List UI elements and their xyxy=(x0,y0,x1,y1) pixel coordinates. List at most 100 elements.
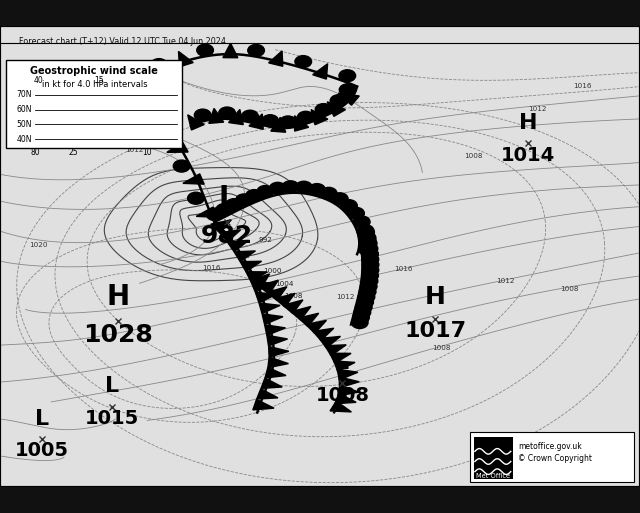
Text: 40N: 40N xyxy=(17,135,32,144)
Text: L: L xyxy=(335,353,349,373)
Circle shape xyxy=(362,248,378,260)
Polygon shape xyxy=(337,369,358,380)
Circle shape xyxy=(219,107,236,119)
Circle shape xyxy=(354,306,371,319)
Text: 996: 996 xyxy=(236,253,250,260)
Polygon shape xyxy=(227,241,248,252)
Text: 1015: 1015 xyxy=(85,409,139,428)
Circle shape xyxy=(358,226,374,239)
Polygon shape xyxy=(246,272,268,282)
Polygon shape xyxy=(335,393,356,404)
Circle shape xyxy=(362,270,378,282)
Polygon shape xyxy=(223,43,238,58)
Polygon shape xyxy=(269,346,289,357)
Text: 50N: 50N xyxy=(17,120,32,129)
Polygon shape xyxy=(179,51,193,67)
Polygon shape xyxy=(330,353,351,363)
Polygon shape xyxy=(234,251,255,262)
Circle shape xyxy=(207,208,223,221)
Circle shape xyxy=(188,192,204,204)
Circle shape xyxy=(226,199,243,211)
Text: Geostrophic wind scale: Geostrophic wind scale xyxy=(31,66,158,76)
Circle shape xyxy=(296,181,312,193)
Circle shape xyxy=(360,238,377,249)
Polygon shape xyxy=(167,142,188,152)
Text: 80: 80 xyxy=(30,148,40,156)
Polygon shape xyxy=(240,261,262,272)
Bar xyxy=(470,432,634,482)
Text: 1016: 1016 xyxy=(202,265,220,271)
Polygon shape xyxy=(262,314,283,324)
Circle shape xyxy=(298,111,314,123)
Circle shape xyxy=(340,200,357,212)
Circle shape xyxy=(362,253,379,265)
Text: 1008: 1008 xyxy=(316,386,369,405)
Text: 60N: 60N xyxy=(17,105,32,114)
Circle shape xyxy=(321,187,337,200)
Polygon shape xyxy=(196,207,218,218)
Circle shape xyxy=(141,96,157,108)
Text: 1016: 1016 xyxy=(394,266,412,272)
Text: 1008: 1008 xyxy=(561,286,579,292)
Circle shape xyxy=(173,160,190,172)
Circle shape xyxy=(353,311,369,324)
Polygon shape xyxy=(209,108,224,123)
Circle shape xyxy=(246,190,262,202)
Polygon shape xyxy=(267,335,287,346)
Text: in kt for 4.0 hPa intervals: in kt for 4.0 hPa intervals xyxy=(42,80,147,89)
Polygon shape xyxy=(283,300,303,313)
Polygon shape xyxy=(294,116,308,131)
Polygon shape xyxy=(255,292,276,303)
Polygon shape xyxy=(269,51,283,66)
Text: 40: 40 xyxy=(33,76,44,85)
Circle shape xyxy=(358,291,375,303)
Polygon shape xyxy=(135,78,156,89)
Circle shape xyxy=(357,225,374,237)
Polygon shape xyxy=(268,357,289,368)
Text: 1012: 1012 xyxy=(125,147,143,153)
Circle shape xyxy=(353,216,370,228)
Polygon shape xyxy=(291,306,311,320)
Polygon shape xyxy=(339,377,359,388)
Circle shape xyxy=(156,127,173,140)
Text: 1012: 1012 xyxy=(529,106,547,112)
Polygon shape xyxy=(259,280,278,294)
Circle shape xyxy=(282,181,299,193)
Circle shape xyxy=(348,207,364,220)
Circle shape xyxy=(269,182,286,194)
Text: L: L xyxy=(105,377,119,397)
Polygon shape xyxy=(330,401,351,412)
Text: 1012: 1012 xyxy=(497,278,515,284)
Polygon shape xyxy=(306,321,326,333)
Circle shape xyxy=(358,244,375,255)
Circle shape xyxy=(360,281,377,292)
Text: 70N: 70N xyxy=(17,90,32,100)
Circle shape xyxy=(332,193,348,205)
Polygon shape xyxy=(188,115,204,130)
Text: 15: 15 xyxy=(94,76,104,85)
Polygon shape xyxy=(339,93,359,105)
Polygon shape xyxy=(220,230,241,242)
Polygon shape xyxy=(259,303,280,313)
Text: 992: 992 xyxy=(259,238,273,243)
Text: 1005: 1005 xyxy=(15,441,68,460)
Text: 1016: 1016 xyxy=(573,83,591,89)
Polygon shape xyxy=(152,109,173,120)
Bar xyxy=(474,437,513,479)
Text: H: H xyxy=(107,283,130,311)
Circle shape xyxy=(262,115,278,127)
Polygon shape xyxy=(334,361,355,371)
Circle shape xyxy=(195,109,211,121)
Circle shape xyxy=(351,317,368,328)
Circle shape xyxy=(316,104,332,115)
Text: 1008: 1008 xyxy=(433,345,451,351)
Circle shape xyxy=(362,259,379,271)
Circle shape xyxy=(216,204,232,215)
Polygon shape xyxy=(311,110,328,125)
Polygon shape xyxy=(257,389,278,399)
Polygon shape xyxy=(249,114,263,129)
Circle shape xyxy=(339,70,356,82)
Circle shape xyxy=(362,264,379,276)
Text: © Crown Copyright: © Crown Copyright xyxy=(518,454,593,463)
Bar xyxy=(6,60,182,148)
